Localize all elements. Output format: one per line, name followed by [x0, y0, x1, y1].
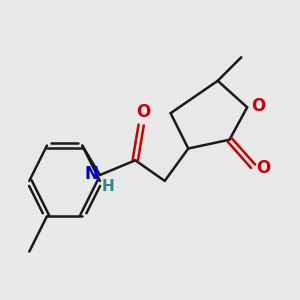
Text: O: O [136, 103, 151, 122]
Text: N: N [85, 165, 98, 183]
Text: O: O [256, 159, 271, 177]
Text: O: O [252, 97, 266, 115]
Text: H: H [101, 179, 114, 194]
